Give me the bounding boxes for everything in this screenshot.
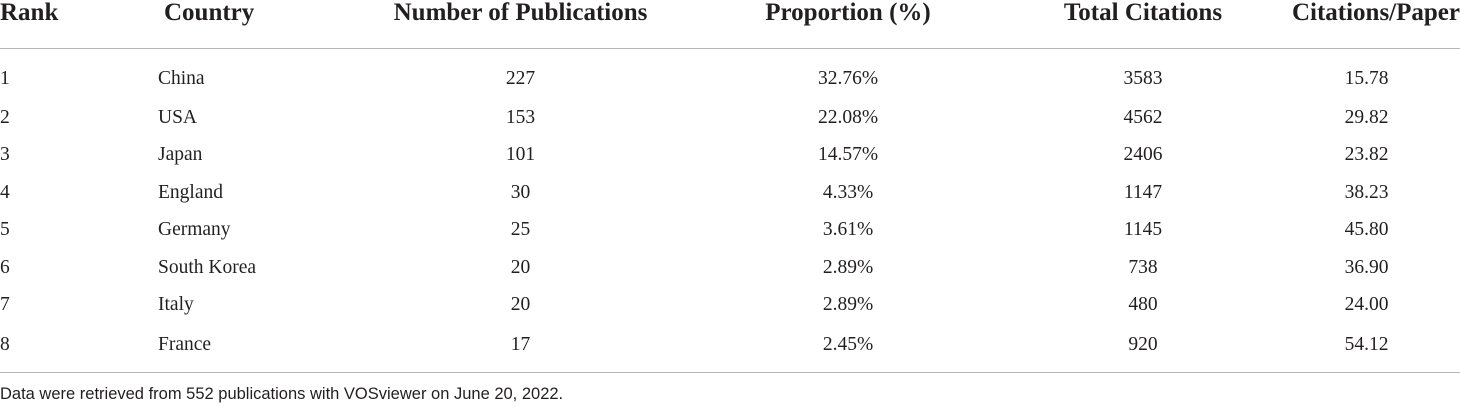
cell-publications: 20	[510, 294, 531, 316]
cell-proportion: 2.45%	[822, 334, 874, 355]
table-row: 7 Italy 20 2.89% 480 24.00	[0, 287, 1460, 325]
cell-rank: 5	[0, 219, 10, 241]
cell-rank: 7	[0, 294, 10, 316]
table-bottom-rule	[0, 372, 1460, 373]
table-body: 1 China 227 32.76% 3583 15.78 2 USA 153 …	[0, 49, 1460, 373]
cell-proportion: 14.57%	[817, 144, 879, 166]
cell-proportion: 3.61%	[822, 219, 874, 241]
table-row: 4 England 30 4.33% 1147 38.23	[0, 174, 1460, 212]
cell-country: Italy	[158, 294, 194, 316]
cell-total-citations: 3583	[1123, 68, 1163, 89]
cell-total-citations: 2406	[1123, 144, 1163, 166]
cell-country: China	[158, 68, 205, 89]
cell-citations-per-paper: 38.23	[1344, 181, 1389, 203]
table-row: 8 France 17 2.45% 920 54.12	[0, 324, 1460, 372]
cell-citations-per-paper: 36.90	[1344, 256, 1389, 278]
table-footnote: Data were retrieved from 552 publication…	[0, 385, 564, 403]
cell-total-citations: 480	[1128, 294, 1158, 316]
cell-proportion: 4.33%	[822, 181, 874, 203]
header-number-of-publications: Number of Publications	[358, 0, 683, 49]
cell-rank: 2	[0, 106, 10, 128]
cell-publications: 30	[510, 181, 531, 203]
table-row: 5 Germany 25 3.61% 1145 45.80	[0, 212, 1460, 250]
cell-publications: 17	[510, 334, 531, 355]
table-header: Rank Country Number of Publications Prop…	[0, 0, 1460, 49]
cell-proportion: 2.89%	[822, 294, 874, 316]
table-row: 6 South Korea 20 2.89% 738 36.90	[0, 249, 1460, 287]
cell-rank: 3	[0, 144, 10, 166]
cell-rank: 8	[0, 334, 10, 355]
header-citations-per-paper: Citations/Paper	[1273, 0, 1460, 49]
cell-total-citations: 1145	[1123, 219, 1163, 241]
header-proportion: Proportion (%)	[683, 0, 1013, 49]
cell-country: Germany	[158, 219, 231, 241]
table-row: 1 China 227 32.76% 3583 15.78	[0, 49, 1460, 100]
header-row: Rank Country Number of Publications Prop…	[0, 0, 1460, 49]
country-publications-table: Rank Country Number of Publications Prop…	[0, 0, 1460, 373]
cell-rank: 1	[0, 68, 10, 89]
cell-total-citations: 920	[1128, 334, 1158, 355]
table-row: 3 Japan 101 14.57% 2406 23.82	[0, 137, 1460, 175]
cell-publications: 25	[510, 219, 531, 241]
table-row: 2 USA 153 22.08% 4562 29.82	[0, 99, 1460, 137]
cell-citations-per-paper: 24.00	[1344, 294, 1389, 316]
cell-country: Japan	[158, 144, 203, 166]
cell-total-citations: 4562	[1123, 106, 1163, 128]
cell-country: South Korea	[158, 256, 257, 278]
cell-proportion: 32.76%	[817, 68, 879, 89]
cell-country: USA	[158, 106, 198, 128]
cell-total-citations: 1147	[1123, 181, 1163, 203]
cell-rank: 4	[0, 181, 10, 203]
cell-publications: 20	[510, 256, 531, 278]
cell-citations-per-paper: 15.78	[1344, 68, 1389, 89]
cell-citations-per-paper: 29.82	[1344, 106, 1389, 128]
cell-rank: 6	[0, 256, 10, 278]
cell-publications: 227	[505, 68, 536, 89]
cell-citations-per-paper: 54.12	[1344, 334, 1389, 355]
cell-citations-per-paper: 23.82	[1344, 144, 1389, 166]
cell-proportion: 22.08%	[817, 106, 879, 128]
header-total-citations: Total Citations	[1013, 0, 1273, 49]
cell-proportion: 2.89%	[822, 256, 874, 278]
cell-publications: 153	[505, 106, 536, 128]
cell-total-citations: 738	[1128, 256, 1158, 278]
header-rank: Rank	[0, 0, 158, 49]
cell-citations-per-paper: 45.80	[1344, 219, 1389, 241]
cell-country: France	[158, 334, 212, 355]
cell-country: England	[158, 181, 223, 203]
header-country: Country	[158, 0, 358, 49]
cell-publications: 101	[505, 144, 536, 166]
